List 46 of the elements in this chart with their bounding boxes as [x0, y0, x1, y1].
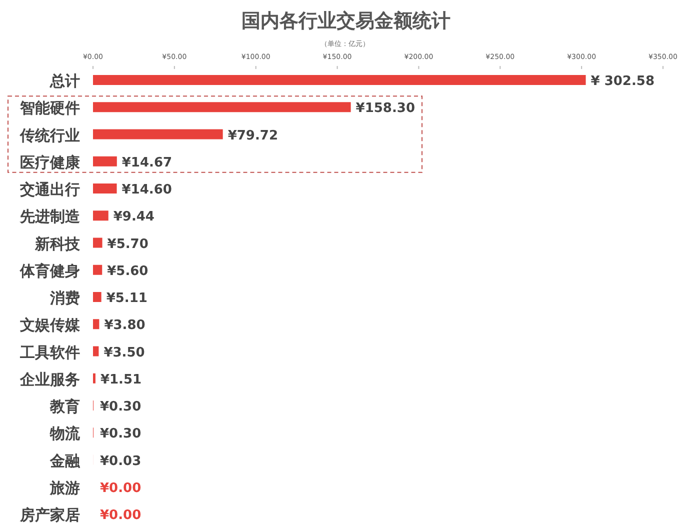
data-label: ¥9.44 [113, 210, 154, 225]
data-label: ¥3.50 [104, 345, 145, 360]
y-tick-label: 医疗健康 [20, 153, 81, 172]
bar [93, 319, 100, 330]
y-tick-label: 旅游 [49, 478, 80, 497]
y-tick-label: 交通出行 [19, 180, 80, 198]
bar [93, 264, 102, 275]
y-tick-label: 金融 [49, 452, 81, 470]
bar [93, 184, 117, 194]
data-label: ¥79.72 [228, 128, 278, 144]
data-label: ¥14.60 [122, 182, 172, 198]
data-label: ¥14.67 [122, 155, 172, 170]
y-tick-label: 物流 [49, 424, 81, 443]
data-label: ¥0.00 [100, 480, 142, 496]
bar [93, 156, 117, 166]
data-label: ¥0.03 [100, 454, 142, 469]
y-tick-label: 文娱传媒 [19, 316, 81, 334]
bar [93, 238, 102, 248]
y-tick-label: 教育 [49, 398, 80, 416]
y-tick-label: 新科技 [34, 234, 81, 253]
data-label: ¥5.70 [107, 236, 148, 252]
data-label: ¥0.00 [100, 508, 142, 523]
y-tick-label: 消费 [49, 289, 80, 307]
data-label: ¥0.30 [100, 426, 142, 442]
data-label: ¥158.30 [356, 101, 416, 116]
data-label: ¥1.51 [100, 372, 142, 388]
y-tick-label: 总计 [49, 72, 80, 90]
bar [93, 292, 102, 302]
bar [93, 129, 223, 140]
bar [93, 75, 586, 85]
y-tick-label: 体育健身 [19, 262, 80, 280]
data-label: ¥3.80 [104, 318, 146, 334]
y-tick-label: 企业服务 [19, 370, 80, 388]
chart-title: 国内各行业交易金额统计 [242, 10, 450, 32]
bar [93, 102, 351, 112]
data-label: ¥0.30 [100, 400, 142, 414]
y-tick-label: 传统行业 [19, 126, 80, 144]
bar [93, 210, 108, 221]
y-tick-label: 智能硬件 [19, 99, 80, 118]
bar [93, 346, 99, 356]
y-tick-label: 房产家居 [19, 506, 80, 524]
y-tick-label: 先进制造 [19, 208, 81, 226]
data-label: ¥ 302.58 [590, 74, 655, 89]
y-tick-label: 工具软件 [19, 343, 80, 362]
data-label: ¥5.11 [106, 291, 148, 306]
data-label: ¥5.60 [107, 264, 148, 279]
